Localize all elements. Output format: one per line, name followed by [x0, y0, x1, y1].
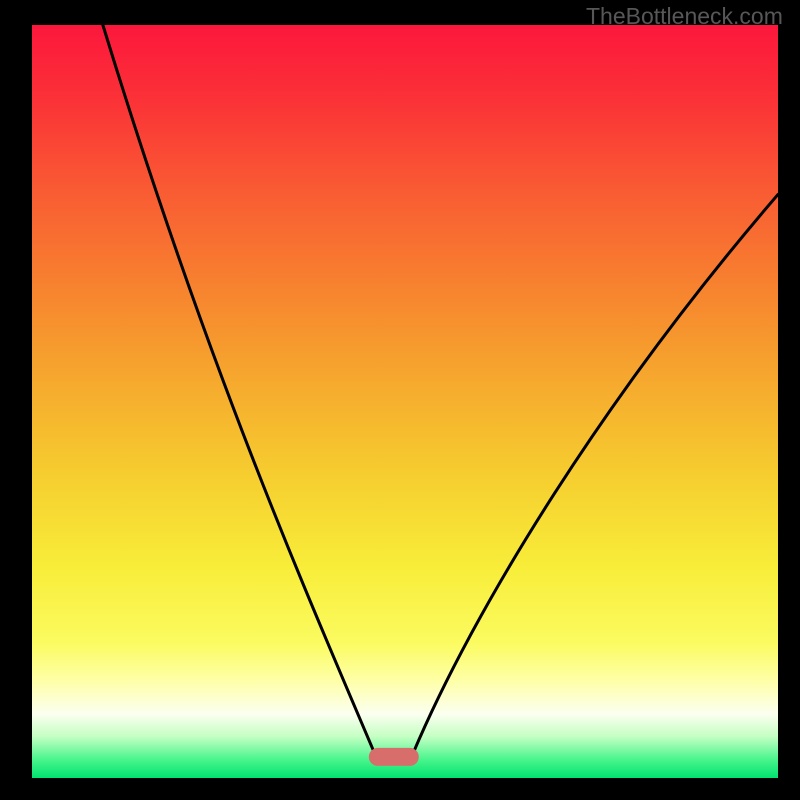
watermark-text: TheBottleneck.com	[586, 3, 783, 30]
bottleneck-chart	[0, 0, 800, 800]
plot-background	[32, 25, 778, 778]
chart-frame	[0, 0, 800, 800]
optimum-marker	[369, 748, 419, 766]
